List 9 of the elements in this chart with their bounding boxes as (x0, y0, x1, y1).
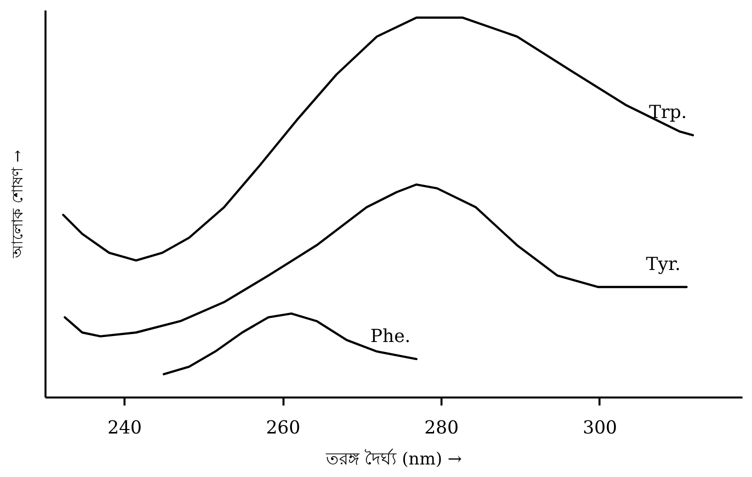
x-tick-label: 300 (582, 418, 618, 438)
y-axis-title: আলোক শোষণ → (8, 150, 26, 260)
x-tick-label: 280 (424, 418, 459, 438)
x-tick-label: 260 (266, 418, 300, 438)
x-tick-label: 240 (108, 418, 142, 438)
x-axis-title: তরঙ্গ দৈর্ঘ্য (nm) → (325, 448, 462, 470)
series-label: Trp. (649, 102, 687, 124)
series-label: Phe. (370, 326, 410, 348)
series-label: Tyr. (646, 254, 681, 275)
